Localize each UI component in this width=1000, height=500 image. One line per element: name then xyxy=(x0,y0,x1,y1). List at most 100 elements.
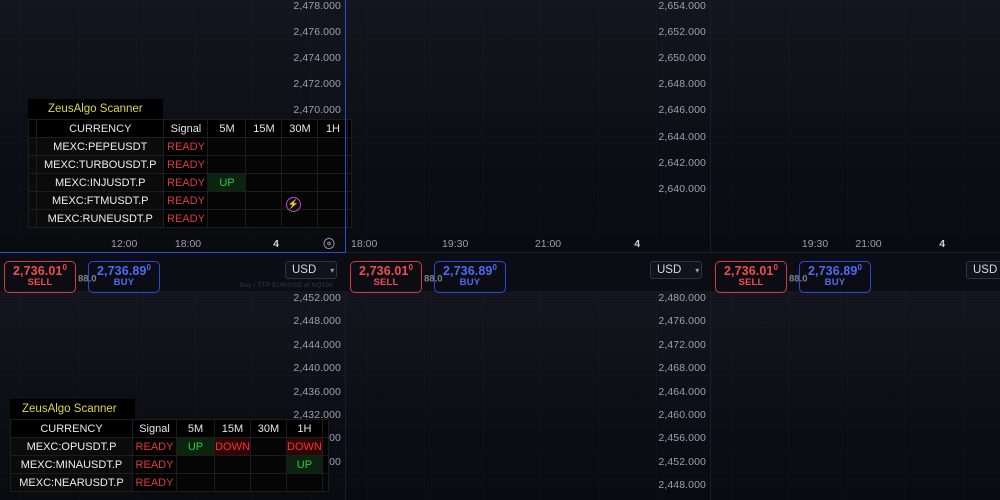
table-row[interactable]: MEXC:OPUSDT.P READY UP DOWN DOWN xyxy=(10,437,323,456)
price-axis-label: 2,470.000 xyxy=(293,104,341,117)
scanner-col-currency[interactable]: CURRENCY xyxy=(35,119,165,138)
currency-select[interactable]: USD▾ xyxy=(650,261,702,279)
table-row[interactable]: MEXC:INJUSDT.P READY UP xyxy=(35,173,349,192)
price-axis-label: 2,646.000 xyxy=(658,104,706,117)
buy-price-superscript: 0 xyxy=(857,263,863,272)
scanner-currency-cell[interactable]: MEXC:PEPEUSDT xyxy=(35,137,165,156)
chart-plot-area xyxy=(711,0,1000,252)
scanner-col-30m[interactable]: 30M xyxy=(281,119,319,138)
scanner-col-1h[interactable]: 1H xyxy=(317,119,349,138)
sell-price: 2,736.010 xyxy=(724,263,779,279)
chart-plot-area xyxy=(346,291,710,500)
currency-select-value: USD xyxy=(973,264,998,276)
scanner-m15-cell xyxy=(245,191,283,210)
pane-divider-vertical-3[interactable] xyxy=(345,291,346,500)
scanner-col-signal[interactable]: Signal xyxy=(132,419,177,438)
scanner-m30-cell xyxy=(250,437,287,456)
pane-divider-horizontal[interactable] xyxy=(0,252,346,253)
scanner-currency-cell[interactable]: MEXC:NEARUSDT.P xyxy=(10,473,133,492)
quote-status-bar-0: 2,736.010 SELL 88.0 2,736.890 BUY USD ▾ Buy / T… xyxy=(0,253,345,293)
buy-quote-button[interactable]: 2,736.890 BUY xyxy=(434,261,507,293)
table-row[interactable]: MEXC:RUNEUSDT.P READY xyxy=(35,209,349,228)
time-axis[interactable]: 19:30 21:00 4 xyxy=(711,235,1000,252)
price-axis-label: 2,452.000 xyxy=(658,455,706,468)
price-axis-label: 2,480.000 xyxy=(658,292,706,304)
scanner-col-5m[interactable]: 5M xyxy=(207,119,247,138)
table-row[interactable]: MEXC:MINAUSDT.P READY UP xyxy=(10,455,323,474)
chart-gridline-vertical xyxy=(366,0,367,252)
table-row[interactable]: MEXC:NEARUSDT.P READY xyxy=(10,473,323,492)
price-axis-label: 2,650.000 xyxy=(658,52,706,65)
scanner-currency-cell[interactable]: MEXC:FTMUSDT.P xyxy=(35,191,165,210)
lightning-bolt-icon[interactable]: ⚡ xyxy=(286,197,301,212)
time-axis[interactable]: 18:00 19:30 21:00 4 xyxy=(346,235,710,252)
clock-icon[interactable] xyxy=(323,237,336,250)
scanner-currency-cell[interactable]: MEXC:INJUSDT.P xyxy=(35,173,165,192)
chart-gridline-vertical xyxy=(789,0,790,252)
price-scale[interactable] xyxy=(938,291,1000,500)
scanner-col-30m[interactable]: 30M xyxy=(250,419,287,438)
scanner-currency-cell[interactable]: MEXC:MINAUSDT.P xyxy=(10,455,133,474)
table-row[interactable]: MEXC:PEPEUSDT READY xyxy=(35,137,349,156)
price-axis-label: 2,476.000 xyxy=(293,26,341,39)
time-axis-label: 21:00 xyxy=(534,238,562,250)
price-axis-label: 2,444.000 xyxy=(293,338,341,351)
chart-gridline-vertical xyxy=(598,291,599,500)
buy-label: BUY xyxy=(113,277,135,289)
pane-divider-vertical-4[interactable] xyxy=(710,291,711,500)
scanner-m15-cell xyxy=(245,173,283,192)
chart-gridline-vertical xyxy=(424,291,425,500)
time-axis-label: 19:30 xyxy=(801,238,829,250)
price-scale[interactable]: 2,480.000 2,476.000 2,472.000 2,468.000 2,46… xyxy=(648,291,710,500)
chart-gridline-vertical xyxy=(482,0,483,252)
time-axis-label: 12:00 xyxy=(111,238,138,250)
price-axis-label: 2,640.000 xyxy=(658,182,706,195)
price-scale[interactable]: 2,654.000 2,652.000 2,650.000 2,648.000 2,64… xyxy=(648,0,710,252)
scanner-signal-cell: READY xyxy=(163,191,209,210)
currency-select[interactable]: USD▾ xyxy=(966,261,1000,279)
scanner-m30-cell xyxy=(281,155,319,174)
scanner-col-5m[interactable]: 5M xyxy=(176,419,215,438)
time-axis-label: 18:00 xyxy=(174,238,202,250)
table-row[interactable]: MEXC:FTMUSDT.P READY xyxy=(35,191,349,210)
pane-divider-vertical-2[interactable] xyxy=(710,0,711,252)
time-axis-label: 21:00 xyxy=(855,238,882,250)
scanner-currency-cell[interactable]: MEXC:TURBOUSDT.P xyxy=(35,155,165,174)
scanner-title: ZeusAlgo Scanner xyxy=(10,399,127,419)
table-row[interactable]: MEXC:TURBOUSDT.P READY xyxy=(35,155,349,174)
buy-quote-button[interactable]: 2,736.890 BUY xyxy=(799,261,872,293)
scanner-m15-cell xyxy=(214,473,251,492)
scanner-m5-cell xyxy=(176,455,215,474)
scanner-m5-cell xyxy=(207,191,247,210)
pane-divider-vertical-1[interactable] xyxy=(345,0,346,252)
scanner-h1-cell: UP xyxy=(286,455,323,474)
chart-plot-area xyxy=(711,291,1000,500)
scanner-signal-cell: READY xyxy=(132,437,177,456)
scanner-currency-cell[interactable]: MEXC:OPUSDT.P xyxy=(10,437,133,456)
pane-divider-horizontal-2[interactable] xyxy=(346,252,1000,253)
price-scale[interactable] xyxy=(938,0,1000,252)
scanner-col-1h[interactable]: 1H xyxy=(286,419,323,438)
price-axis-label: 2,448.000 xyxy=(293,315,341,328)
scanner-h1-cell xyxy=(286,473,323,492)
sell-label: SELL xyxy=(738,277,764,289)
pane-top-mid: 2,654.000 2,652.000 2,650.000 2,648.000 2,64… xyxy=(346,0,710,252)
scanner-col-currency[interactable]: CURRENCY xyxy=(10,419,133,438)
scanner-m5-cell xyxy=(207,155,247,174)
scanner-currency-cell[interactable]: MEXC:RUNEUSDT.P xyxy=(35,209,165,228)
time-axis[interactable]: 12:00 18:00 4 xyxy=(0,235,345,252)
price-axis-label: 2,464.000 xyxy=(658,385,706,398)
scanner-col-15m[interactable]: 15M xyxy=(214,419,251,438)
scanner-table: CURRENCY Signal 5M 15M 30M 1H MEXC:PEPEUSDT REA… xyxy=(35,119,349,228)
scanner-col-signal[interactable]: Signal xyxy=(163,119,209,138)
spread-value: 88.0 xyxy=(424,273,443,285)
scanner-col-15m[interactable]: 15M xyxy=(245,119,283,138)
currency-select[interactable]: USD▾ xyxy=(285,261,337,279)
sell-quote-button[interactable]: 2,736.010 SELL xyxy=(715,261,788,293)
buy-quote-button[interactable]: 2,736.890 BUY xyxy=(88,261,161,293)
chart-gridline-vertical xyxy=(540,291,541,500)
sell-quote-button[interactable]: 2,736.010 SELL xyxy=(4,261,77,293)
sell-quote-button[interactable]: 2,736.010 SELL xyxy=(350,261,423,293)
